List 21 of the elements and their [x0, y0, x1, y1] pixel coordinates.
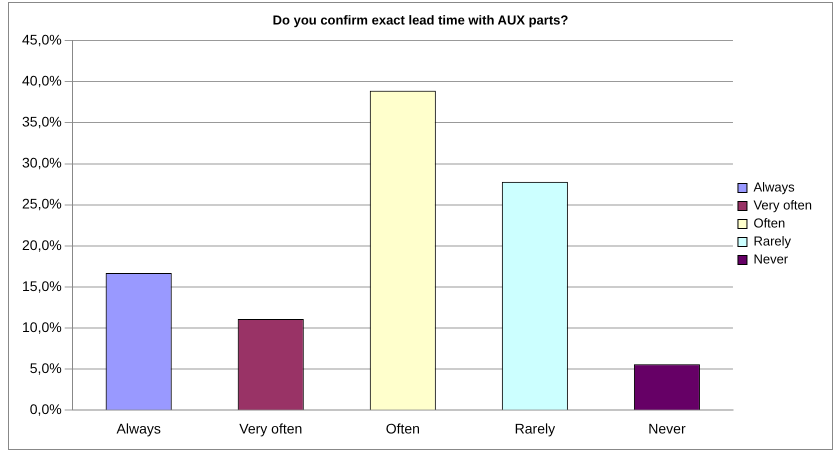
y-tick-label: 15,0% [22, 278, 62, 294]
y-tick-label: 25,0% [22, 196, 62, 212]
chart-title: Do you confirm exact lead time with AUX parts? [272, 12, 568, 28]
x-tick-label: Always [116, 420, 161, 436]
y-tick-label: 10,0% [22, 318, 62, 335]
legend-label: Never [753, 252, 789, 267]
legend-label: Always [753, 180, 796, 195]
y-tick-label: 20,0% [22, 236, 62, 253]
y-tick-label: 30,0% [22, 154, 62, 171]
y-tick-label: 45,0% [22, 31, 62, 48]
legend-label: Very often [753, 198, 812, 213]
legend-label: Rarely [753, 234, 792, 249]
y-tick-label: 35,0% [22, 114, 62, 130]
y-tick-label: 0,0% [30, 401, 62, 418]
y-tick-label: 5,0% [30, 360, 62, 376]
y-tick-label: 40,0% [22, 72, 62, 89]
x-tick-label: Very often [239, 420, 302, 436]
x-tick-label: Rarely [514, 420, 556, 436]
x-tick-label: Never [648, 420, 686, 436]
legend-label: Often [753, 216, 786, 231]
x-tick-label: Often [386, 420, 420, 436]
